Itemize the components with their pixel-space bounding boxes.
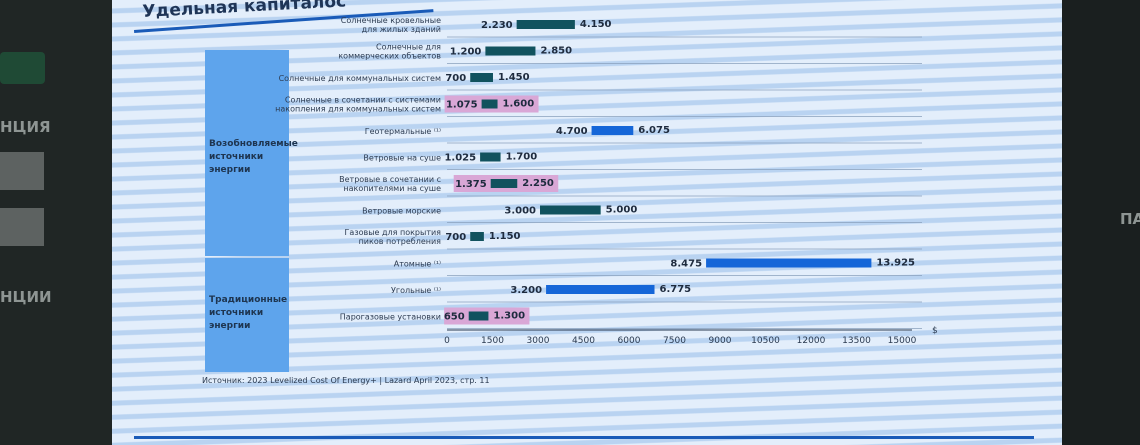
presentation-slide: Удельная капиталос Возобновляемые источн… bbox=[112, 0, 1062, 445]
screen-bezel-left: НЦИЯ НЦИИ bbox=[0, 0, 112, 445]
x-axis-unit: $ bbox=[932, 326, 938, 336]
high-value-label: 1.450 bbox=[498, 72, 530, 83]
category-label: Атомные ⁽¹⁾ bbox=[394, 260, 441, 269]
range-bar bbox=[591, 126, 634, 135]
category-label: для жилых зданий bbox=[362, 25, 441, 34]
x-tick-label: 9000 bbox=[709, 336, 732, 346]
category-label: Парогазовые установки bbox=[340, 313, 441, 322]
category-label: Солнечные для коммунальных систем bbox=[279, 74, 441, 83]
x-tick-label: 7500 bbox=[663, 336, 686, 346]
low-value-label: 4.700 bbox=[556, 126, 588, 137]
background-text: НЦИИ bbox=[0, 288, 52, 306]
category-label: Ветровые в сочетании с bbox=[339, 175, 441, 184]
low-value-label: 700 bbox=[445, 73, 466, 84]
high-value-label: 2.250 bbox=[522, 178, 554, 189]
high-value-label: 4.150 bbox=[580, 19, 612, 30]
range-bar bbox=[481, 99, 498, 109]
low-value-label: 8.475 bbox=[670, 259, 702, 270]
low-value-label: 1.375 bbox=[455, 179, 487, 190]
category-label: накопителями на суше bbox=[343, 184, 441, 193]
logo-badge bbox=[0, 52, 45, 84]
range-bar bbox=[706, 258, 872, 268]
category-label: Ветровые на суше bbox=[363, 154, 441, 163]
low-value-label: 2.230 bbox=[481, 20, 513, 31]
high-value-label: 1.300 bbox=[493, 311, 525, 322]
high-value-label: 1.150 bbox=[489, 231, 521, 242]
x-tick-label: 10500 bbox=[751, 336, 780, 346]
group-renewable: Возобновляемые источники энергии bbox=[205, 50, 298, 256]
range-bar bbox=[540, 205, 601, 215]
x-tick-label: 0 bbox=[444, 336, 450, 346]
x-tick-label: 12000 bbox=[797, 336, 826, 346]
low-value-label: 3.000 bbox=[504, 206, 536, 217]
low-value-label: 650 bbox=[444, 312, 465, 323]
background-panel bbox=[0, 152, 44, 190]
range-bar bbox=[546, 285, 655, 294]
category-label: Геотермальные ⁽¹⁾ bbox=[365, 127, 441, 136]
source-note: Источник: 2023 Levelized Cost Of Energy+… bbox=[202, 376, 490, 385]
screen-bezel-right: ПА bbox=[1062, 0, 1140, 445]
background-text: ПА bbox=[1120, 210, 1140, 228]
x-tick-label: 1500 bbox=[481, 336, 504, 346]
x-tick-label: 15000 bbox=[888, 336, 917, 346]
range-bar bbox=[490, 179, 518, 188]
category-label: Ветровые морские bbox=[362, 207, 441, 216]
range-bar bbox=[485, 46, 536, 56]
high-value-label: 6.075 bbox=[638, 125, 670, 136]
low-value-label: 700 bbox=[445, 232, 466, 243]
high-value-label: 5.000 bbox=[606, 205, 638, 216]
range-bar bbox=[470, 232, 484, 241]
high-value-label: 6.775 bbox=[660, 284, 692, 295]
category-label: Угольные ⁽¹⁾ bbox=[391, 286, 441, 295]
category-label: Солнечные в сочетании с системами bbox=[285, 96, 441, 105]
category-label: коммерческих объектов bbox=[338, 52, 441, 61]
range-bar bbox=[516, 20, 575, 29]
category-label: Газовые для покрытия bbox=[345, 228, 442, 237]
category-label: Солнечные кровельные bbox=[341, 16, 441, 25]
low-value-label: 3.200 bbox=[510, 285, 542, 296]
high-value-label: 1.600 bbox=[503, 99, 535, 110]
range-bar bbox=[480, 152, 501, 162]
x-tick-label: 3000 bbox=[527, 336, 550, 346]
high-value-label: 2.850 bbox=[540, 46, 572, 57]
background-text: НЦИЯ bbox=[0, 118, 51, 136]
range-bar bbox=[468, 311, 489, 321]
bottom-rule bbox=[134, 436, 1034, 439]
group-traditional: Традиционные источники энергии bbox=[205, 258, 289, 372]
low-value-label: 1.025 bbox=[444, 153, 476, 164]
high-value-label: 13.925 bbox=[876, 258, 915, 269]
background-panel bbox=[0, 208, 44, 246]
high-value-label: 1.700 bbox=[506, 152, 538, 163]
category-label: накопления для коммунальных систем bbox=[275, 105, 441, 114]
x-tick-label: 13500 bbox=[842, 336, 871, 346]
x-tick-label: 6000 bbox=[618, 336, 641, 346]
x-tick-label: 4500 bbox=[572, 336, 595, 346]
category-label: пиков потребления bbox=[359, 237, 442, 246]
low-value-label: 1.200 bbox=[450, 47, 482, 58]
range-bar bbox=[470, 73, 493, 82]
category-label: Солнечные для bbox=[376, 43, 441, 52]
low-value-label: 1.075 bbox=[446, 100, 478, 111]
